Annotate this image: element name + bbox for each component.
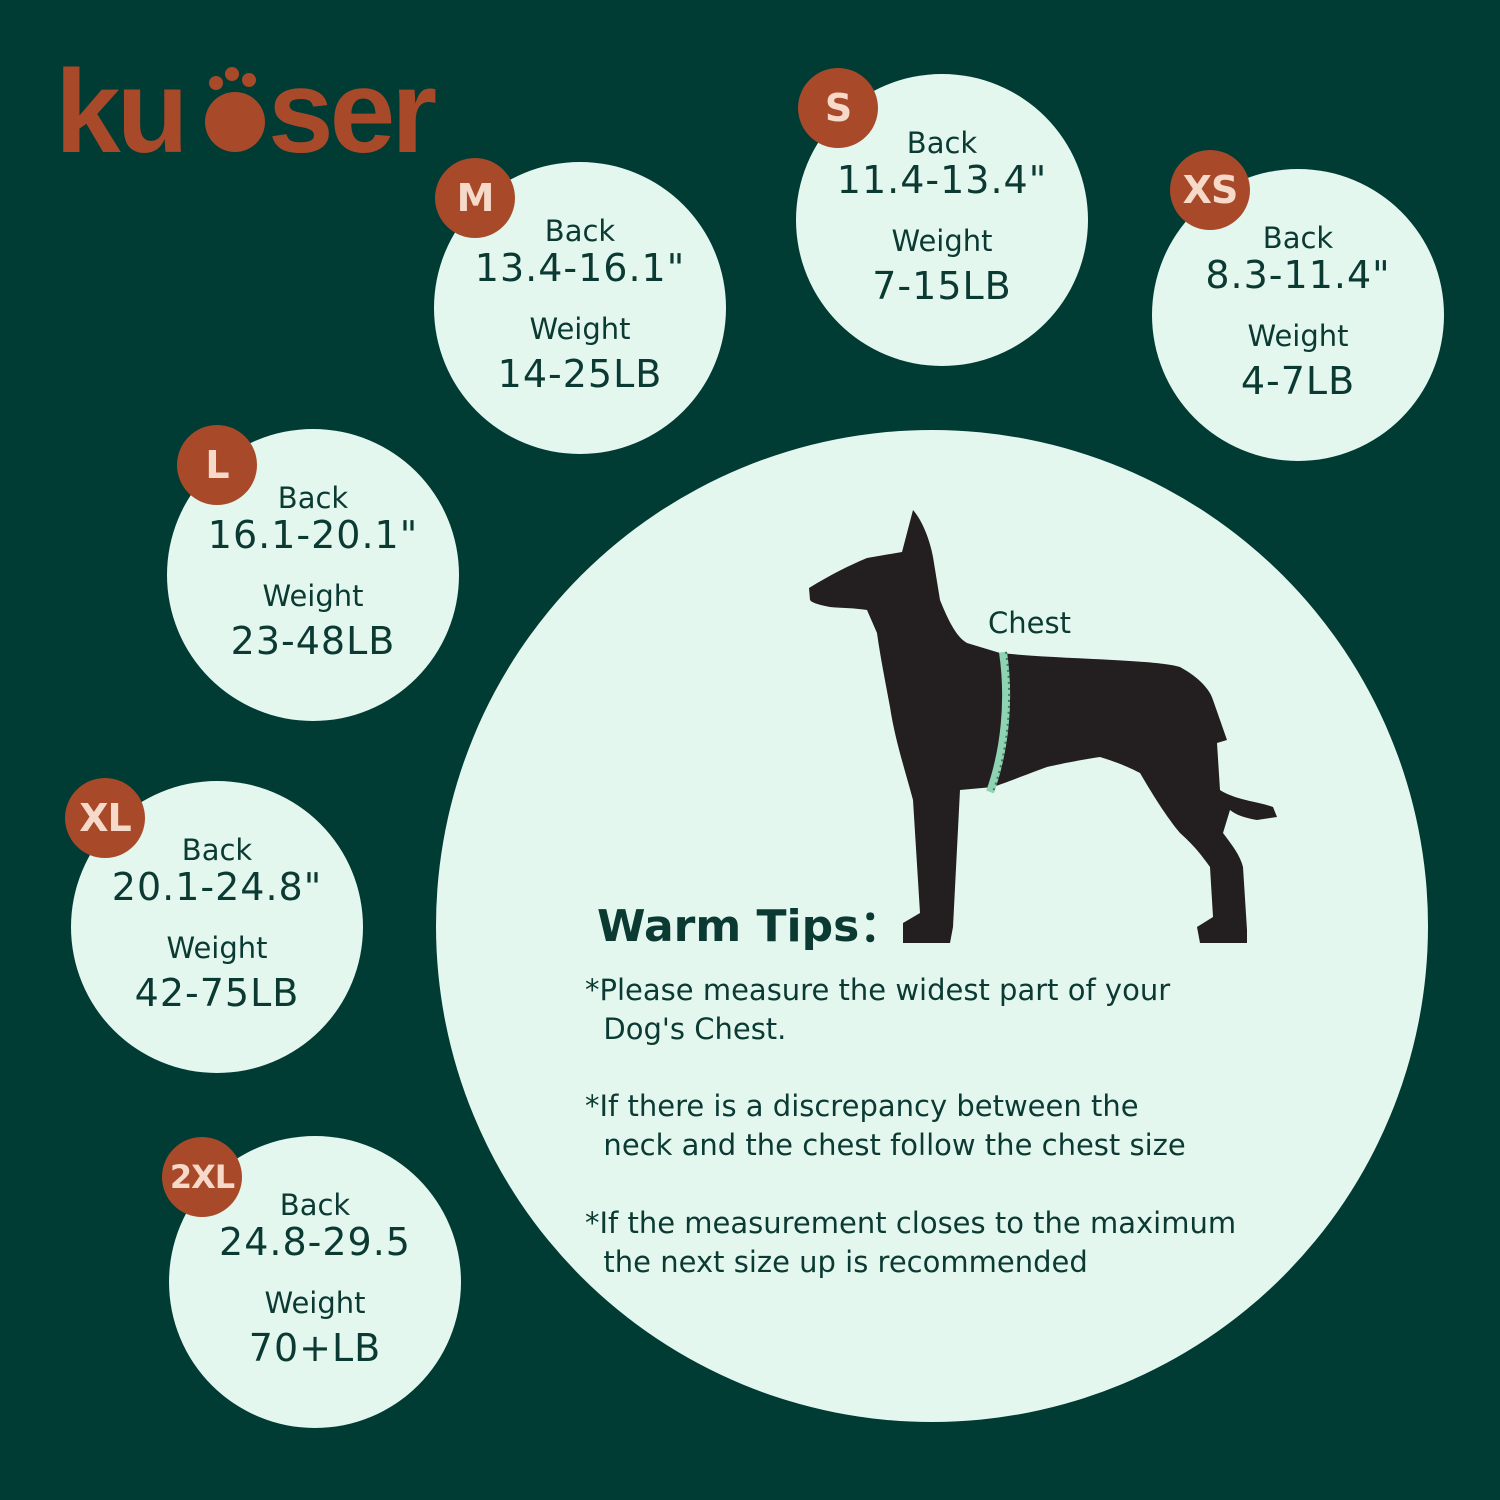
back-label: Back	[544, 214, 616, 248]
size-badge: L	[177, 425, 257, 505]
size-circle-m: Back 13.4-16.1" Weight 14-25LB	[434, 162, 726, 454]
weight-label: Weight	[529, 312, 631, 346]
weight-label: Weight	[262, 579, 364, 613]
size-badge: XS	[1170, 150, 1250, 230]
weight-label: Weight	[264, 1286, 366, 1320]
back-value: 24.8-29.5	[219, 1220, 411, 1264]
svg-text:ser: ser	[268, 46, 436, 178]
brand-logo: ku ser	[55, 46, 440, 178]
weight-value: 42-75LB	[134, 971, 300, 1015]
size-badge: XL	[65, 778, 145, 858]
size-badge: 2XL	[162, 1137, 242, 1217]
back-label: Back	[1262, 221, 1334, 255]
weight-value: 7-15LB	[872, 264, 1012, 308]
svg-text:ku: ku	[55, 46, 185, 178]
back-value: 8.3-11.4"	[1205, 253, 1391, 297]
weight-value: 23-48LB	[230, 619, 396, 663]
weight-value: 70+LB	[248, 1326, 382, 1370]
chest-label: Chest	[988, 606, 1071, 640]
size-circle-l: Back 16.1-20.1" Weight 23-48LB	[167, 429, 459, 721]
back-label: Back	[279, 1188, 351, 1222]
tip-item: *If there is a discrepancy between the n…	[585, 1089, 1186, 1162]
back-label: Back	[277, 481, 349, 515]
back-value: 16.1-20.1"	[207, 513, 419, 557]
measuring-tape-icon	[986, 651, 1011, 794]
weight-label: Weight	[1247, 319, 1349, 353]
weight-value: 4-7LB	[1240, 359, 1356, 403]
back-value: 13.4-16.1"	[474, 246, 686, 290]
tip-item: *If the measurement closes to the maximu…	[585, 1206, 1237, 1279]
back-value: 11.4-13.4"	[836, 158, 1048, 202]
weight-value: 14-25LB	[497, 352, 663, 396]
weight-label: Weight	[891, 224, 993, 258]
back-label: Back	[181, 833, 253, 867]
back-label: Back	[906, 126, 978, 160]
size-badge: M	[435, 158, 515, 238]
tip-item: *Please measure the widest part of your …	[585, 973, 1171, 1046]
size-badge: S	[798, 68, 878, 148]
weight-label: Weight	[166, 931, 268, 965]
back-value: 20.1-24.8"	[111, 865, 323, 909]
warm-tips-title: Warm Tips：	[597, 901, 904, 952]
